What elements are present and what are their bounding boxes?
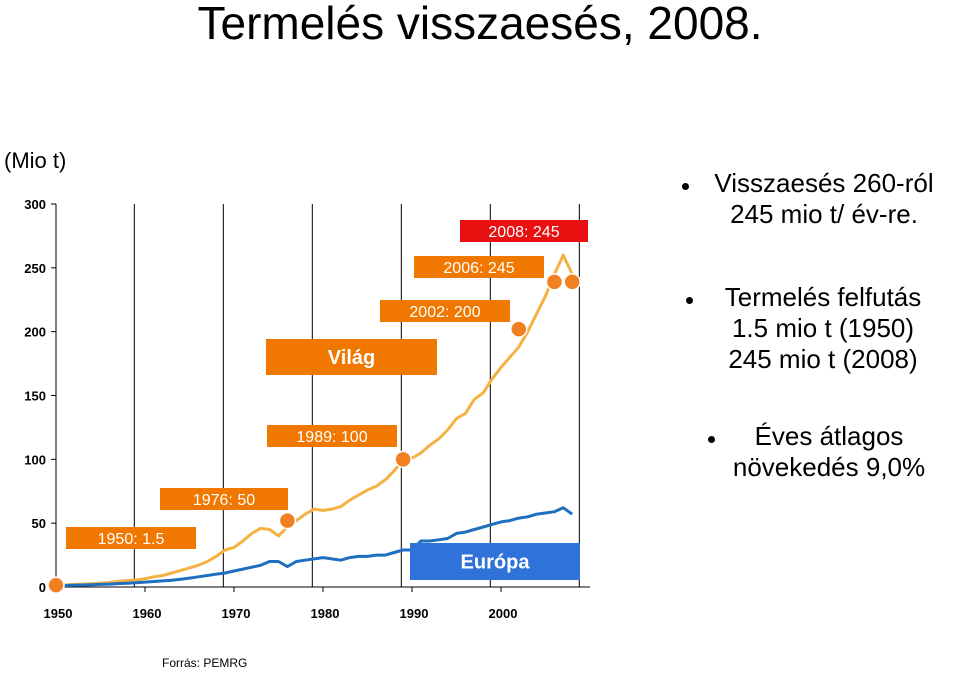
annotation-marker	[510, 320, 528, 338]
bullet-line: Éves átlagos	[754, 421, 904, 451]
bullet-dot-icon	[686, 297, 693, 304]
y-tick-label: 300	[24, 197, 46, 212]
bullet-line: 1.5 mio t (1950)	[731, 313, 915, 343]
bullet-line: 245 mio t/ év-re.	[730, 199, 918, 229]
annotation-label: 2008: 245	[488, 224, 559, 241]
source-note: Forrás: PEMRG	[162, 656, 248, 670]
annotation-label-box	[66, 527, 196, 549]
bullet-line: növekedés 9,0%	[732, 452, 926, 482]
annotation-label-box	[414, 256, 544, 278]
annotation-label: 1950: 1.5	[98, 531, 165, 548]
bullet-line: 245 mio t (2008)	[728, 344, 918, 374]
y-tick-label: 0	[39, 580, 46, 595]
bullet-item-growth: Termelés felfutás 1.5 mio t (1950) 245 m…	[686, 282, 938, 375]
annotation-label: 2002: 200	[409, 304, 480, 321]
annotation-label-box	[267, 425, 397, 447]
bullet-dot-icon	[708, 436, 715, 443]
annotation-marker	[563, 273, 581, 291]
x-tick-label: 1950	[44, 606, 73, 621]
annotation-label-box	[160, 488, 288, 510]
y-tick-label: 50	[32, 516, 46, 531]
annotation-marker	[278, 511, 297, 530]
annotation-label-box	[460, 220, 588, 242]
series-label-box	[410, 543, 580, 580]
series-label: Európa	[461, 552, 531, 574]
production-chart: 0 50 100 150 200 250 300 1950 1960 1970 1980 1990 20…	[24, 197, 590, 621]
series-label-box	[266, 339, 437, 375]
bullet-line: Visszaesés 260-ról	[714, 168, 934, 198]
annotation-marker	[47, 576, 65, 594]
y-axis-unit-label: (Mio t)	[4, 148, 67, 173]
bullet-item-decline: Visszaesés 260-ról 245 mio t/ év-re.	[682, 168, 960, 230]
bullet-item-average: Éves átlagos növekedés 9,0%	[708, 421, 944, 483]
x-tick-label: 1970	[222, 606, 251, 621]
annotation-label: 1989: 100	[296, 429, 367, 446]
annotation-marker	[545, 273, 564, 291]
bullet-dot-icon	[682, 183, 689, 190]
annotation-marker	[394, 450, 412, 469]
world-series-line	[55, 253, 574, 587]
y-tick-label: 100	[24, 452, 46, 467]
annotation-label: 1976: 50	[193, 492, 255, 509]
y-tick-label: 250	[24, 261, 46, 276]
y-tick-label: 200	[24, 325, 46, 340]
series-label: Világ	[328, 347, 375, 369]
x-tick-label: 1960	[133, 606, 162, 621]
x-tick-label: 1990	[400, 606, 429, 621]
annotation-label-box	[380, 300, 510, 322]
bullet-line: Termelés felfutás	[724, 282, 922, 312]
x-tick-label: 2000	[489, 606, 518, 621]
annotation-label: 2006: 245	[443, 260, 514, 277]
page-title: Termelés visszaesés, 2008.	[197, 0, 763, 49]
y-tick-label: 150	[24, 389, 46, 404]
europe-series-line	[55, 506, 574, 588]
x-tick-label: 1980	[311, 606, 340, 621]
